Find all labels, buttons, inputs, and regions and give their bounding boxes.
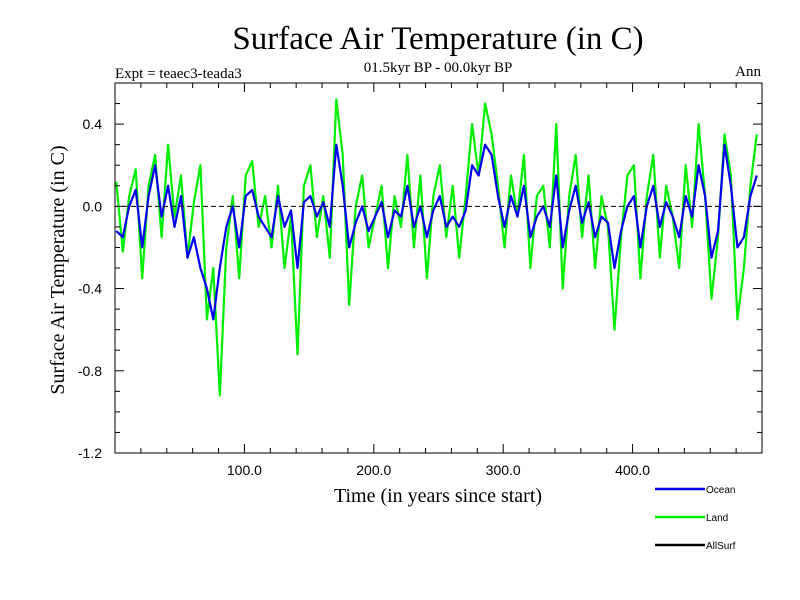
y-tick-label: -0.4 (78, 281, 102, 297)
series-layer (115, 98, 758, 397)
y-tick-label: -1.2 (78, 445, 102, 461)
legend-label-ocean: Ocean (706, 485, 735, 496)
y-tick-label: 0.0 (83, 198, 103, 214)
x-tick-label: 300.0 (486, 462, 521, 478)
season-label: Ann (735, 64, 761, 80)
experiment-label: Expt = teaec3-teada3 (115, 66, 242, 82)
series-line-land (115, 98, 758, 397)
y-axis-label: Surface Air Temperature (in C) (47, 145, 69, 394)
x-tick-label: 200.0 (356, 462, 391, 478)
x-tick-label: 400.0 (615, 462, 650, 478)
chart-subtitle: 01.5kyr BP - 00.0kyr BP (364, 60, 513, 76)
y-tick-label: 0.4 (83, 116, 103, 132)
legend: Ocean Land AllSurf (655, 485, 736, 552)
plot-frame (114, 82, 763, 454)
tick-layer: 100.0 200.0 300.0 400.0 0.4 0.0 -0.4 -0.8 -1.2 (78, 83, 762, 478)
legend-label-land: Land (706, 513, 728, 524)
y-tick-label: -0.8 (78, 363, 102, 379)
x-tick-label: 100.0 (227, 462, 262, 478)
chart-title: Surface Air Temperature (in C) (232, 21, 643, 57)
series-line-ocean (115, 143, 758, 321)
legend-label-allsurf: AllSurf (706, 541, 736, 552)
x-axis-label: Time (in years since start) (334, 485, 542, 507)
